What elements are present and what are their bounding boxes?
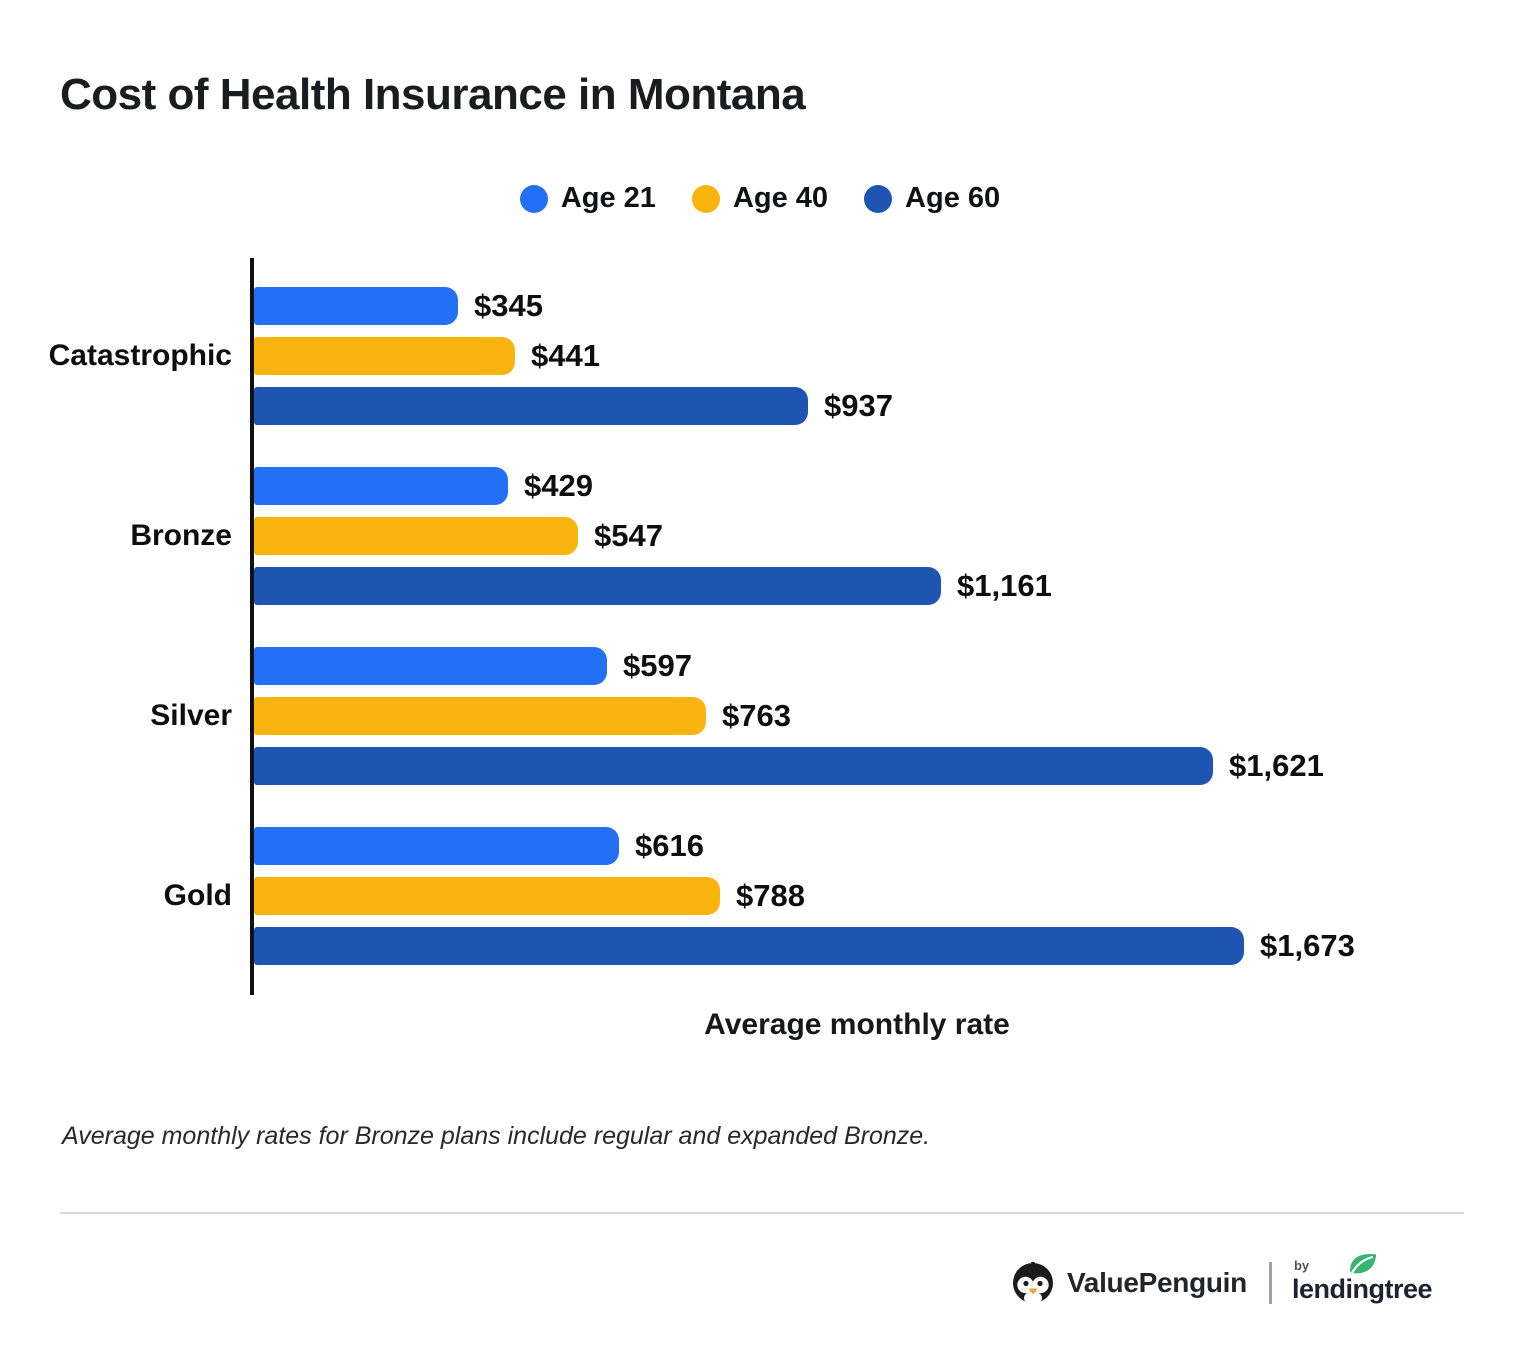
bar-catastrophic-age-60 (254, 387, 808, 425)
by-label: by (1293, 1258, 1310, 1273)
bar-value-label: $547 (594, 518, 663, 553)
legend-label-age-60: Age 60 (905, 182, 1001, 214)
legend-item-age-60: Age 60 (864, 182, 1000, 215)
legend: Age 21 Age 40 Age 60 (0, 182, 1520, 215)
footnote: Average monthly rates for Bronze plans i… (62, 1122, 931, 1150)
bar-catastrophic-age-21 (254, 287, 458, 325)
x-axis-title: Average monthly rate (704, 1008, 1010, 1041)
lendingtree-wordmark: lendingtree (1291, 1274, 1433, 1304)
legend-item-age-21: Age 21 (519, 182, 656, 215)
category-label-silver: Silver (150, 699, 232, 732)
bar-value-label: $937 (824, 388, 893, 423)
bar-gold-age-40 (254, 877, 720, 915)
bar-gold-age-21 (254, 827, 619, 865)
bar-value-label: $1,621 (1229, 748, 1324, 783)
legend-item-age-40: Age 40 (691, 182, 829, 215)
category-label-gold: Gold (163, 879, 232, 912)
legend-label-age-40: Age 40 (732, 182, 829, 214)
category-label-bronze: Bronze (130, 519, 232, 552)
bar-chart-plot-area: Catastrophic $345 $441 $937 Bronze $429 $547 $1… (49, 258, 1450, 995)
footer-brand-lockup: ValuePenguin by lendingtree (1011, 1254, 1433, 1310)
chart-title: Cost of Health Insurance in Montana (60, 70, 806, 119)
brand-separator (1268, 1262, 1272, 1304)
bar-bronze-age-21 (254, 467, 508, 505)
valuepenguin-wordmark: ValuePenguin (1066, 1267, 1247, 1298)
bar-value-label: $597 (623, 648, 692, 683)
bar-value-label: $441 (531, 338, 600, 373)
bar-bronze-age-40 (254, 517, 578, 555)
legend-label-age-21: Age 21 (560, 182, 656, 214)
legend-swatch-age-21-icon (519, 184, 548, 213)
legend-swatch-age-40-icon (691, 184, 720, 213)
legend-swatch-age-60-icon (864, 184, 893, 213)
bar-catastrophic-age-40 (254, 337, 515, 375)
bar-silver-age-40 (254, 697, 706, 735)
bar-value-label: $1,673 (1260, 928, 1355, 963)
bar-silver-age-21 (254, 647, 607, 685)
footer-divider (60, 1212, 1464, 1214)
bar-value-label: $1,161 (957, 568, 1052, 603)
lendingtree-lockup: by lendingtree (1291, 1254, 1433, 1305)
category-label-catastrophic: Catastrophic (48, 339, 232, 372)
bar-gold-age-60 (254, 927, 1244, 965)
bar-value-label: $616 (635, 828, 704, 863)
bar-value-label: $429 (524, 468, 593, 503)
bar-silver-age-60 (254, 747, 1213, 785)
bar-bronze-age-60 (254, 567, 941, 605)
bar-value-label: $763 (722, 698, 791, 733)
bar-value-label: $788 (736, 878, 805, 913)
y-axis-line (250, 258, 254, 995)
lendingtree-leaf-icon (1350, 1254, 1377, 1274)
valuepenguin-penguin-icon (1012, 1262, 1053, 1305)
bar-value-label: $345 (474, 288, 543, 323)
